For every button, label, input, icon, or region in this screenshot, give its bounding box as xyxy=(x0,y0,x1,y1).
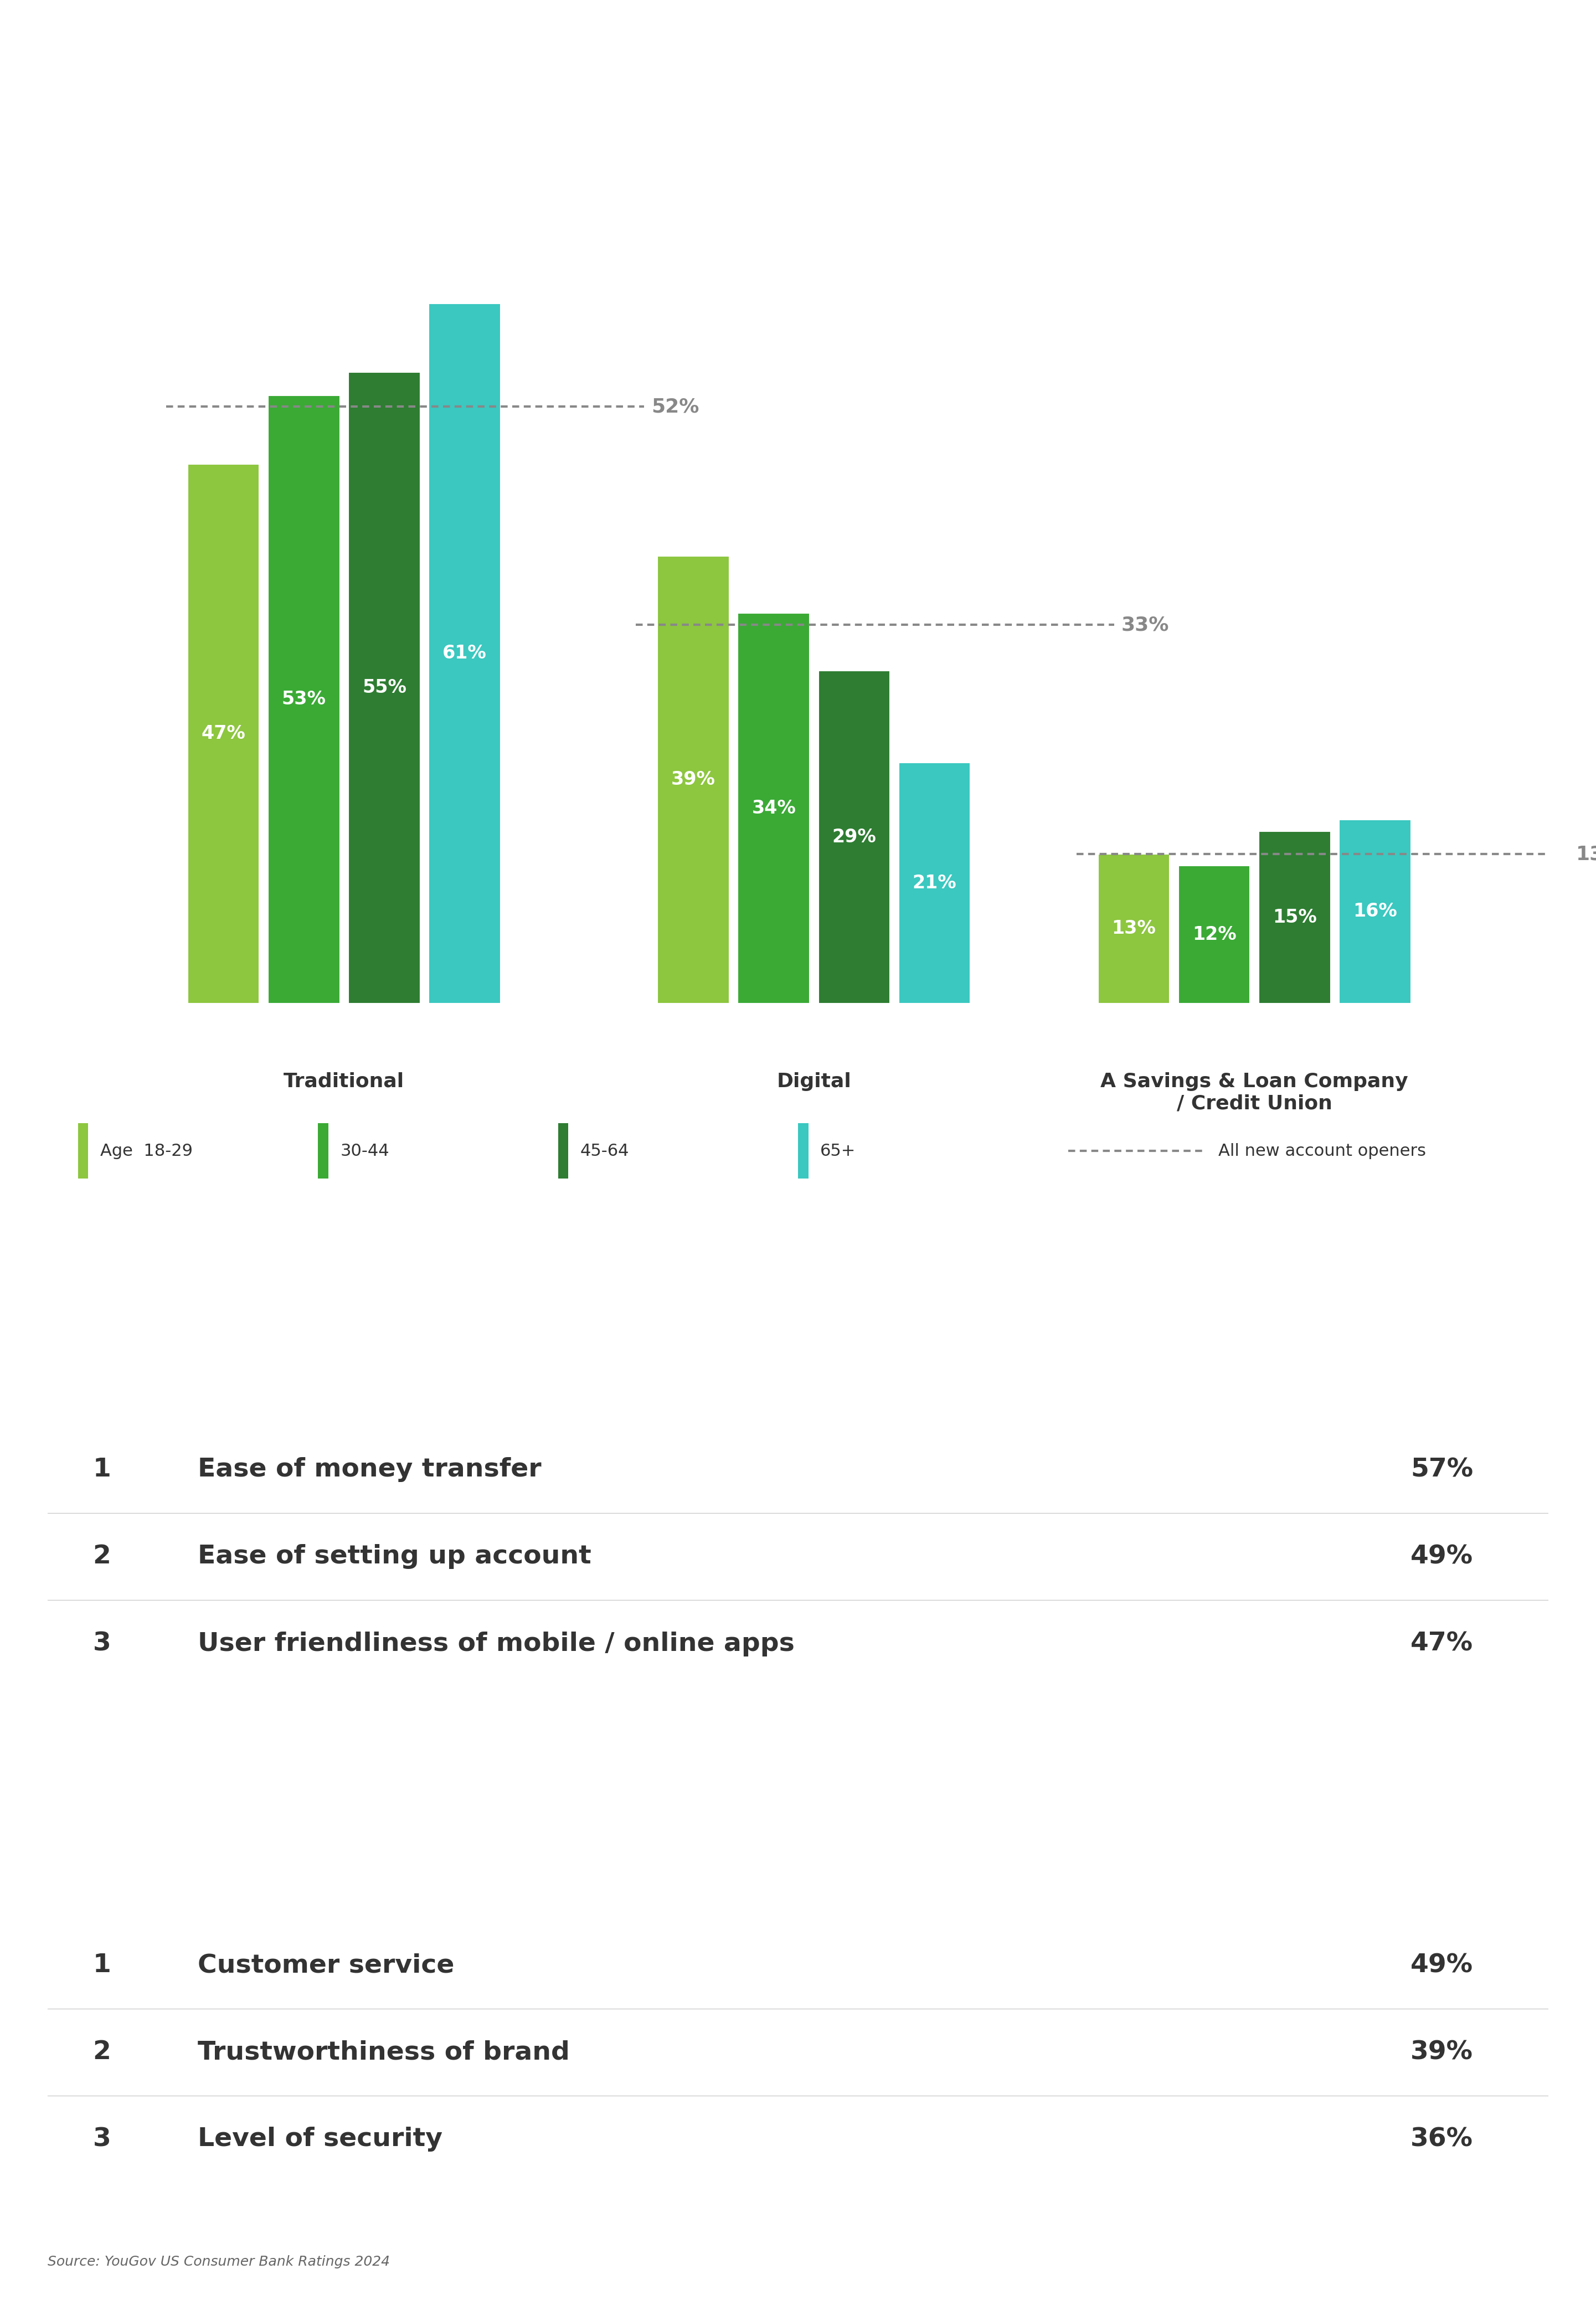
Text: 3: 3 xyxy=(93,1632,112,1657)
Text: 57%: 57% xyxy=(1411,1457,1473,1482)
Text: Ease of setting up account: Ease of setting up account xyxy=(198,1544,592,1570)
Text: 53%: 53% xyxy=(282,689,326,708)
Text: 15%: 15% xyxy=(1272,908,1317,927)
Bar xyxy=(819,671,891,1003)
Text: 13%: 13% xyxy=(1577,844,1596,864)
Bar xyxy=(737,613,809,1003)
Text: 47%: 47% xyxy=(1411,1632,1473,1657)
Text: TOP 3 REASONS FOR PREFERRING A TRADITIONAL BANK: TOP 3 REASONS FOR PREFERRING A TRADITION… xyxy=(311,1805,1285,1835)
Text: 45-64: 45-64 xyxy=(581,1143,629,1159)
Text: Customer service: Customer service xyxy=(198,1952,455,1978)
Text: 21%: 21% xyxy=(913,874,956,892)
Bar xyxy=(188,463,260,1003)
Text: A Savings & Loan Company
/ Credit Union: A Savings & Loan Company / Credit Union xyxy=(1101,1072,1408,1113)
Bar xyxy=(1339,821,1411,1003)
Bar xyxy=(78,1123,88,1178)
Text: TRADITIONAL OR DIGITAL? TYPES OF BANKS CONSIDERED: TRADITIONAL OR DIGITAL? TYPES OF BANKS C… xyxy=(147,69,1449,108)
Text: 39%: 39% xyxy=(672,770,715,788)
Text: Ease of money transfer: Ease of money transfer xyxy=(198,1457,541,1482)
Text: 36%: 36% xyxy=(1411,2128,1473,2153)
Text: 33%: 33% xyxy=(1122,615,1170,634)
Text: 49%: 49% xyxy=(1411,1952,1473,1978)
Text: Trustworthiness of brand: Trustworthiness of brand xyxy=(198,2040,570,2065)
Text: Source: YouGov US Consumer Bank Ratings 2024: Source: YouGov US Consumer Bank Ratings … xyxy=(48,2254,389,2268)
Text: 34%: 34% xyxy=(752,800,796,818)
Text: 39%: 39% xyxy=(1411,2040,1473,2065)
Text: 52%: 52% xyxy=(651,396,699,417)
Text: Traditional: Traditional xyxy=(284,1072,404,1090)
Bar xyxy=(1259,832,1331,1003)
Text: Level of security: Level of security xyxy=(198,2128,442,2153)
Text: 29%: 29% xyxy=(832,827,876,846)
Bar xyxy=(559,1123,568,1178)
Bar xyxy=(429,304,501,1003)
Text: TOP 3 REASONS FOR PREFERRING DIGITAL-ONLY BANK: TOP 3 REASONS FOR PREFERRING DIGITAL-ONL… xyxy=(326,1309,1270,1339)
Bar xyxy=(1098,855,1170,1003)
Text: 2: 2 xyxy=(93,1544,112,1570)
Text: 30-44: 30-44 xyxy=(340,1143,389,1159)
Text: Age  18-29: Age 18-29 xyxy=(101,1143,193,1159)
Bar xyxy=(348,373,420,1003)
Text: 16%: 16% xyxy=(1353,901,1396,920)
Text: 12%: 12% xyxy=(1192,924,1237,943)
Text: 65+: 65+ xyxy=(820,1143,855,1159)
Bar xyxy=(899,763,970,1003)
Text: 2: 2 xyxy=(93,2040,112,2065)
Text: Digital: Digital xyxy=(777,1072,851,1090)
Text: 1: 1 xyxy=(93,1457,112,1482)
Text: All new account openers: All new account openers xyxy=(1218,1143,1425,1159)
Text: User friendliness of mobile / online apps: User friendliness of mobile / online app… xyxy=(198,1632,795,1657)
Bar xyxy=(268,394,340,1003)
Bar xyxy=(658,556,729,1003)
Text: 55%: 55% xyxy=(362,678,407,696)
Bar xyxy=(1178,867,1250,1003)
Bar xyxy=(798,1123,808,1178)
Text: 13%: 13% xyxy=(1112,920,1156,938)
Text: 49%: 49% xyxy=(1411,1544,1473,1570)
Text: 61%: 61% xyxy=(442,645,487,662)
Text: 47%: 47% xyxy=(201,724,246,742)
Text: 3: 3 xyxy=(93,2128,112,2153)
Bar xyxy=(318,1123,329,1178)
Text: 1: 1 xyxy=(93,1952,112,1978)
